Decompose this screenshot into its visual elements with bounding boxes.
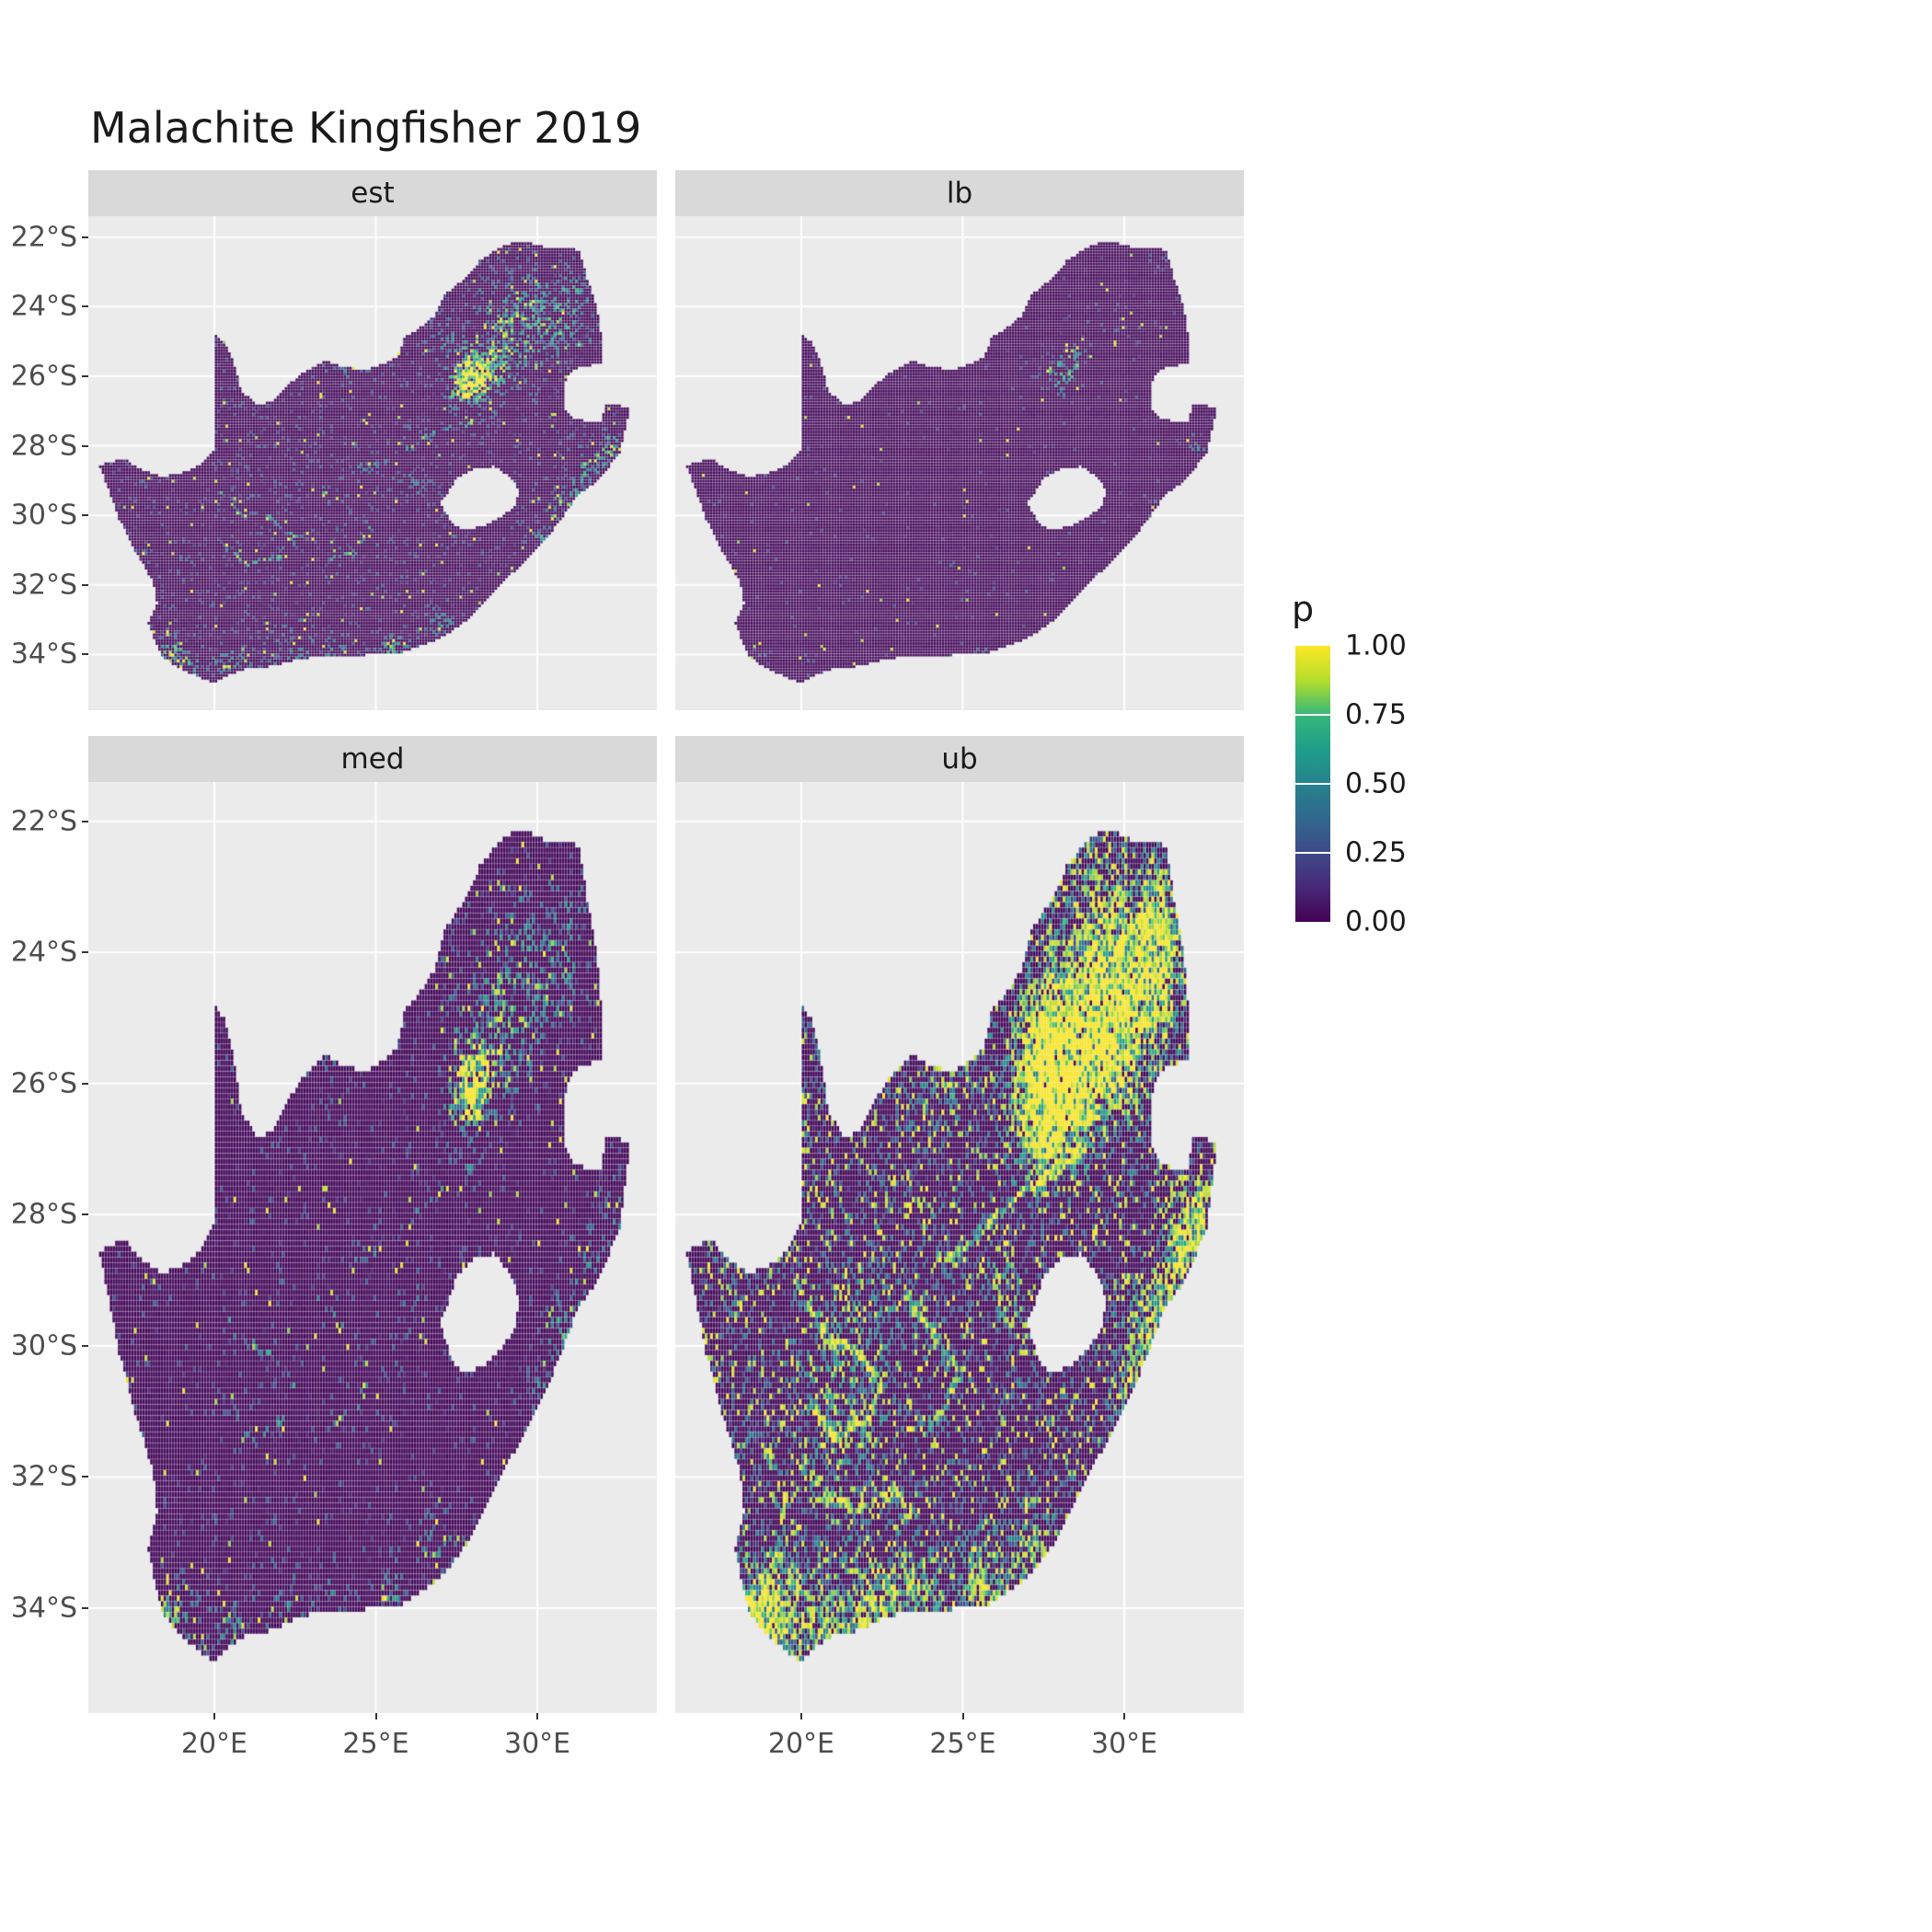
legend-colorbar-tick (1295, 714, 1330, 716)
y-axis-tick-mark (82, 583, 88, 586)
y-axis-tick-label: 28°S (10, 1198, 77, 1231)
x-axis-tick-mark (1123, 1713, 1126, 1719)
y-axis-tick-mark (82, 444, 88, 447)
legend-title: p (1292, 589, 1315, 629)
y-axis-tick-label: 30°S (10, 1329, 77, 1363)
y-axis-tick-label: 26°S (10, 360, 77, 393)
facet-strip-ub: ub (675, 736, 1244, 782)
facet-map-est (88, 216, 657, 710)
legend-tick-label: 0.00 (1345, 905, 1407, 938)
y-axis-tick-label: 32°S (10, 569, 77, 602)
y-axis-tick-mark (82, 820, 88, 822)
x-axis-tick-mark (536, 1713, 539, 1719)
y-axis-tick-label: 34°S (10, 1592, 77, 1625)
facet-strip-label: med (340, 742, 405, 776)
y-axis-tick-label: 34°S (10, 638, 77, 671)
y-axis-tick-mark (82, 653, 88, 656)
y-axis-tick-mark (82, 514, 88, 517)
y-axis-tick-label: 24°S (10, 290, 77, 323)
x-axis-tick-mark (213, 1713, 215, 1719)
x-axis-tick-mark (961, 1713, 964, 1719)
y-axis-tick-label: 30°S (10, 499, 77, 532)
y-axis-tick-label: 24°S (10, 936, 77, 969)
facet-strip-est: est (88, 170, 657, 216)
legend-tick-label: 1.00 (1345, 629, 1407, 662)
facet-map-ub (675, 782, 1244, 1713)
y-axis-tick-mark (82, 1606, 88, 1609)
facet-map-lb (675, 216, 1244, 710)
plot-title: Malachite Kingfisher 2019 (90, 103, 642, 153)
y-axis-tick-mark (82, 236, 88, 238)
facet-map-med (88, 782, 657, 1713)
y-axis-tick-label: 26°S (10, 1067, 77, 1100)
x-axis-tick-label: 25°E (929, 1728, 996, 1760)
legend-tick-label: 0.25 (1345, 836, 1407, 869)
facet-strip-lb: lb (675, 170, 1244, 216)
facet-strip-label: est (351, 177, 395, 210)
x-axis-tick-label: 30°E (1091, 1728, 1158, 1760)
x-axis-tick-label: 20°E (767, 1728, 835, 1760)
y-axis-tick-mark (82, 951, 88, 954)
legend-colorbar-tick (1295, 783, 1330, 785)
y-axis-tick-label: 28°S (10, 430, 77, 463)
y-axis-tick-label: 22°S (10, 221, 77, 254)
facet-strip-med: med (88, 736, 657, 782)
x-axis-tick-mark (374, 1713, 377, 1719)
x-axis-tick-label: 20°E (180, 1728, 248, 1760)
facet-strip-label: ub (941, 742, 978, 776)
y-axis-tick-label: 32°S (10, 1460, 77, 1493)
x-axis-tick-label: 25°E (342, 1728, 409, 1760)
legend-colorbar-tick (1295, 852, 1330, 854)
legend-tick-label: 0.50 (1345, 767, 1407, 800)
y-axis-tick-label: 22°S (10, 805, 77, 838)
legend-tick-label: 0.75 (1345, 698, 1407, 731)
y-axis-tick-mark (82, 305, 88, 308)
y-axis-tick-mark (82, 1213, 88, 1216)
y-axis-tick-mark (82, 1082, 88, 1085)
x-axis-tick-mark (799, 1713, 802, 1719)
facet-strip-label: lb (946, 177, 973, 210)
y-axis-tick-mark (82, 1344, 88, 1347)
x-axis-tick-label: 30°E (504, 1728, 571, 1760)
y-axis-tick-mark (82, 1476, 88, 1478)
y-axis-tick-mark (82, 374, 88, 377)
